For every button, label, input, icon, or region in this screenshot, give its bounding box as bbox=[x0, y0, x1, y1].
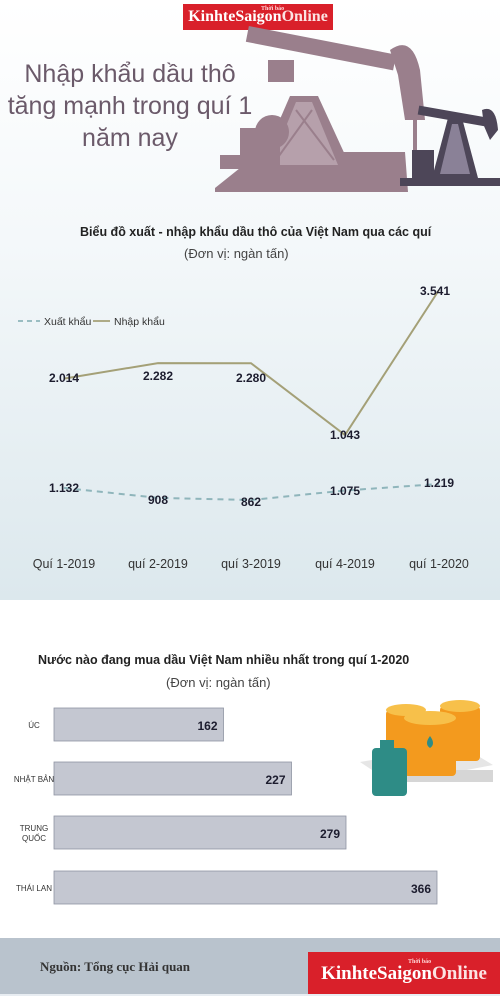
small-pumpjack-icon bbox=[400, 105, 500, 186]
oil-pumpjack-icon bbox=[215, 26, 425, 192]
footer-logo[interactable]: KinhteSaigonOnline Thời báo bbox=[308, 952, 500, 994]
x-tick-label: quí 2-2019 bbox=[128, 557, 188, 571]
legend: Xuất khẩu Nhập khẩu bbox=[18, 316, 165, 328]
page-headline: Nhập khẩu dầu thô tăng mạnh trong quí 1 … bbox=[7, 60, 253, 152]
export-data-label: 862 bbox=[241, 495, 261, 509]
export-data-label: 1.219 bbox=[424, 476, 454, 490]
bar-category-label: ÚC bbox=[28, 721, 40, 730]
brand-logo[interactable]: KinhteSaigonOnline Thời báo bbox=[183, 4, 333, 30]
bar-value-label: 227 bbox=[265, 773, 285, 787]
logo-superscript: Thời báo bbox=[261, 6, 285, 12]
logo-suffix: Online bbox=[281, 8, 328, 25]
oil-barrels-icon bbox=[360, 700, 493, 796]
bar-chart-subtitle: (Đơn vị: ngàn tấn) bbox=[166, 675, 271, 690]
bar bbox=[53, 870, 438, 905]
legend-import-label: Nhập khẩu bbox=[114, 316, 165, 328]
line-chart-title: Biểu đồ xuất - nhập khẩu dầu thô của Việ… bbox=[80, 225, 432, 239]
import-data-label: 1.043 bbox=[330, 428, 360, 442]
bar bbox=[53, 761, 292, 796]
bar-category-label: TRUNG bbox=[20, 824, 48, 833]
export-data-label: 908 bbox=[148, 493, 168, 507]
export-data-label: 1.132 bbox=[49, 481, 79, 495]
x-tick-label: quí 3-2019 bbox=[221, 557, 281, 571]
source-note: Nguồn: Tổng cục Hải quan bbox=[40, 959, 191, 974]
footer-logo-suffix: Online bbox=[431, 963, 487, 984]
logo-text: KinhteSaigon bbox=[188, 8, 282, 25]
bar bbox=[53, 815, 347, 850]
import-data-label: 3.541 bbox=[420, 284, 450, 298]
import-data-label: 2.280 bbox=[236, 371, 266, 385]
bar bbox=[53, 707, 224, 742]
import-series-line bbox=[63, 289, 440, 437]
bar-category-label: QUỐC bbox=[22, 833, 46, 843]
export-data-label: 1.075 bbox=[330, 484, 360, 498]
bar-value-label: 162 bbox=[197, 719, 217, 733]
bar-value-label: 279 bbox=[320, 827, 340, 841]
bar-chart-title: Nước nào đang mua dầu Việt Nam nhiều nhấ… bbox=[38, 653, 410, 667]
x-tick-label: quí 1-2020 bbox=[409, 557, 469, 571]
legend-export-label: Xuất khẩu bbox=[44, 316, 91, 328]
bar-category-label: NHẬT BẢN bbox=[14, 775, 55, 784]
x-tick-label: quí 4-2019 bbox=[315, 557, 375, 571]
footer-logo-superscript: Thời báo bbox=[408, 959, 432, 965]
export-series-line bbox=[63, 483, 440, 502]
bar-category-label: THÁI LAN bbox=[16, 884, 52, 893]
bar-value-label: 366 bbox=[411, 882, 431, 896]
x-tick-label: Quí 1-2019 bbox=[33, 557, 96, 571]
line-chart-subtitle: (Đơn vị: ngàn tấn) bbox=[184, 246, 289, 261]
import-data-label: 2.282 bbox=[143, 369, 173, 383]
footer-logo-text: KinhteSaigon bbox=[321, 963, 432, 984]
import-data-label: 2.014 bbox=[49, 371, 79, 385]
